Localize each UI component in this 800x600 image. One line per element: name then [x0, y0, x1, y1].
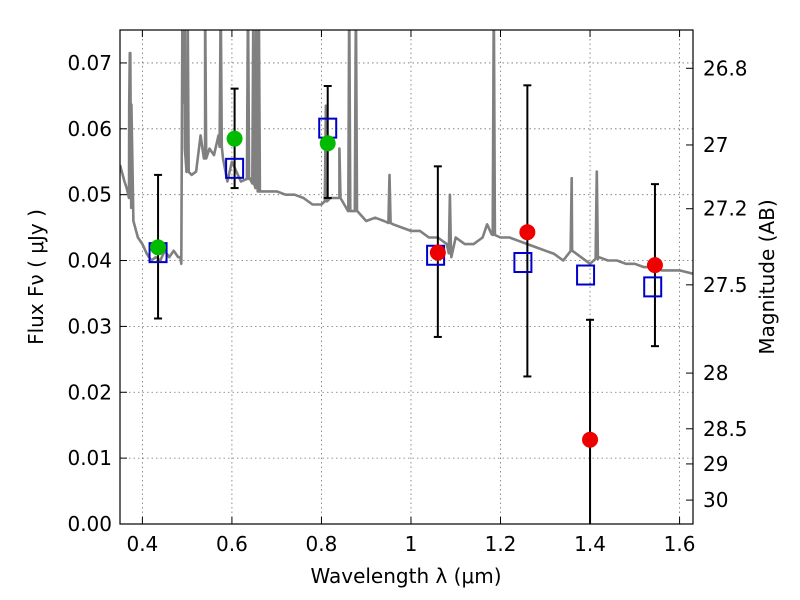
- y-axis-label: Flux Fν ( μJy ): [24, 209, 48, 345]
- observed-flux-point: [519, 224, 536, 241]
- data-markers: [148, 117, 663, 448]
- y-tick-label: 0.02: [67, 380, 112, 404]
- model-photometry-square: [643, 276, 663, 298]
- x-tick-label: 1.6: [664, 532, 696, 556]
- axis-ticks: 0.4 0.6 0.8 1 1.2 1.4 1.6 0.00 0.01 0.02 0.03 0.04 0…: [67, 30, 748, 556]
- observed-flux-point: [646, 257, 663, 274]
- plot-frame: [119, 29, 694, 525]
- observed-flux-point: [226, 130, 243, 147]
- magnitude-tick-label: 28.5: [703, 417, 748, 441]
- y-tick-label: 0.03: [67, 314, 112, 338]
- magnitude-tick-label: 28: [703, 361, 728, 385]
- observed-flux-point: [319, 135, 336, 152]
- y-tick-label: 0.07: [67, 51, 112, 75]
- x-tick-label: 0.8: [306, 532, 338, 556]
- y-tick-label: 0.06: [67, 117, 112, 141]
- magnitude-tick-label: 27: [703, 133, 728, 157]
- magnitude-tick-label: 27.5: [703, 273, 748, 297]
- model-spectrum-line: [120, 30, 693, 275]
- model-spectrum: [120, 30, 693, 275]
- y-tick-label: 0.05: [67, 183, 112, 207]
- x-tick-label: 1: [405, 532, 418, 556]
- x-tick-label: 1.2: [485, 532, 517, 556]
- model-photometry-square: [513, 252, 533, 274]
- magnitude-axis-label: Magnitude (AB): [755, 199, 779, 354]
- y-tick-label: 0.01: [67, 446, 112, 470]
- x-axis-label: Wavelength λ (μm): [310, 564, 501, 588]
- observed-flux-point: [582, 431, 599, 448]
- y-tick-label: 0.04: [67, 249, 112, 273]
- model-photometry-square: [225, 157, 245, 179]
- x-tick-label: 1.4: [574, 532, 606, 556]
- magnitude-tick-label: 27.2: [703, 197, 748, 221]
- y-tick-label: 0.00: [67, 512, 112, 536]
- magnitude-tick-label: 30: [703, 488, 728, 512]
- observed-flux-point: [150, 239, 167, 256]
- x-tick-label: 0.6: [216, 532, 248, 556]
- magnitude-tick-label: 29: [703, 452, 728, 476]
- x-tick-label: 0.4: [126, 532, 158, 556]
- model-photometry-square: [576, 264, 596, 286]
- observed-flux-point: [429, 244, 446, 261]
- magnitude-tick-label: 26.8: [703, 56, 748, 80]
